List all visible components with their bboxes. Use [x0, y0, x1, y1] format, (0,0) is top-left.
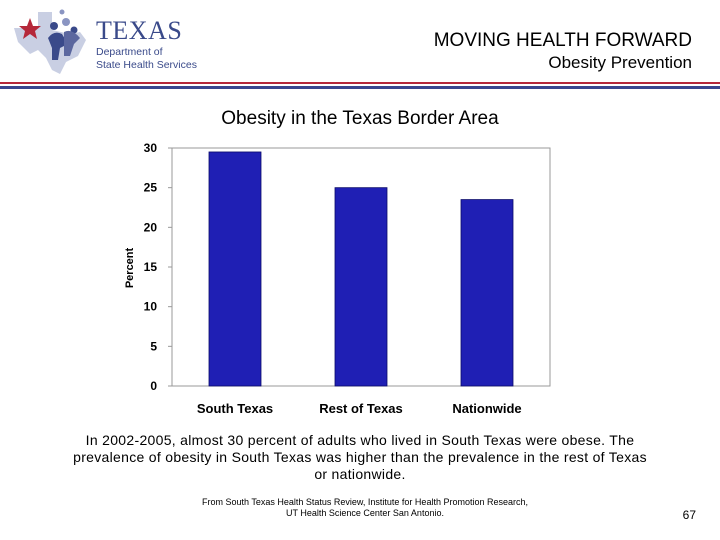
- caption-text: In 2002-2005, almost 30 percent of adult…: [73, 432, 647, 482]
- page-number: 67: [682, 508, 696, 522]
- header-title: MOVING HEALTH FORWARD: [433, 30, 692, 51]
- y-tick-label: 15: [144, 260, 158, 274]
- bar-chart: 0 5 10 15 20 25 30 South Texas Rest of Texas Nat…: [124, 141, 551, 416]
- bar-rest-of-texas: [334, 187, 388, 387]
- bar-south-texas: [208, 151, 262, 387]
- x-tick-label: Nationwide: [452, 401, 521, 416]
- y-axis: 0 5 10 15 20 25 30: [144, 141, 172, 393]
- y-tick-label: 25: [144, 181, 158, 195]
- y-axis-label: Percent: [124, 247, 136, 288]
- header-rule-blue: [0, 86, 720, 89]
- x-tick-label: Rest of Texas: [319, 401, 403, 416]
- logo-dept-line1: Department of: [96, 46, 163, 58]
- header-rule-red: [0, 82, 720, 84]
- bars-group: [208, 151, 514, 387]
- header-subtitle: Obesity Prevention: [548, 53, 692, 72]
- y-tick-label: 30: [144, 141, 158, 155]
- y-tick-label: 5: [150, 339, 157, 353]
- logo-dept-line2: State Health Services: [96, 59, 197, 71]
- y-tick-label: 0: [150, 379, 157, 393]
- x-tick-label: South Texas: [197, 401, 273, 416]
- dshs-logo: TEXAS Department of State Health Service…: [8, 4, 208, 78]
- source-note: From South Texas Health Status Review, I…: [150, 497, 580, 519]
- y-tick-label: 10: [144, 300, 158, 314]
- y-tick-label: 20: [144, 220, 158, 234]
- source-line-1: From South Texas Health Status Review, I…: [202, 497, 528, 507]
- bar-nationwide: [460, 199, 514, 387]
- x-axis: South Texas Rest of Texas Nationwide: [197, 401, 522, 416]
- logo-wordmark: TEXAS: [96, 16, 183, 45]
- chart-title: Obesity in the Texas Border Area: [221, 108, 499, 129]
- texas-logo-icon: [14, 9, 86, 74]
- source-line-2: UT Health Science Center San Antonio.: [286, 508, 444, 518]
